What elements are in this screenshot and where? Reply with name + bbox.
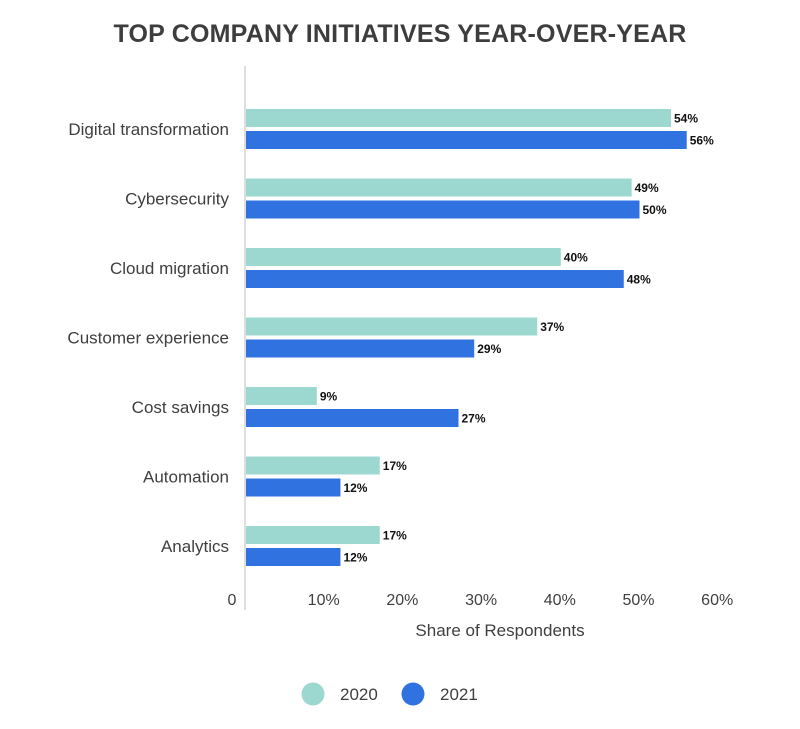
data-label: 56% — [690, 134, 714, 148]
legend-swatch-2020 — [301, 682, 325, 706]
chart-title: TOP COMPANY INITIATIVES YEAR-OVER-YEAR — [113, 20, 687, 48]
data-label: 54% — [674, 112, 698, 126]
data-label: 9% — [320, 390, 338, 404]
data-label: 29% — [477, 342, 501, 356]
bar-2021-4 — [246, 409, 459, 427]
bar-2020-2 — [246, 248, 561, 266]
data-label: 12% — [343, 551, 367, 565]
x-tick-label: 50% — [622, 592, 654, 609]
category-label: Cloud migration — [110, 259, 229, 278]
bar-2020-6 — [246, 526, 380, 544]
category-label: Analytics — [161, 537, 229, 556]
data-label: 17% — [383, 529, 407, 543]
category-label: Cost savings — [132, 398, 229, 417]
category-label: Customer experience — [67, 329, 229, 348]
legend-label: 2021 — [440, 685, 478, 704]
bar-2020-3 — [246, 317, 538, 336]
x-axis-title: Share of Respondents — [415, 621, 584, 640]
x-tick-label: 20% — [386, 592, 418, 609]
category-label: Digital transformation — [68, 120, 229, 139]
bar-2020-5 — [246, 456, 380, 475]
bar-2021-0 — [246, 131, 687, 149]
x-tick-label: 10% — [308, 592, 340, 609]
data-label: 12% — [343, 481, 367, 495]
bar-2021-3 — [246, 339, 475, 358]
data-label: 37% — [540, 320, 564, 334]
data-label: 27% — [461, 412, 485, 426]
bar-2021-2 — [246, 270, 624, 288]
category-label: Automation — [143, 468, 229, 487]
bar-2020-0 — [246, 109, 671, 127]
bar-2021-5 — [246, 478, 341, 497]
legend-label: 2020 — [340, 685, 378, 704]
bar-2020-4 — [246, 387, 317, 405]
bar-2021-1 — [246, 200, 640, 219]
x-tick-label: 30% — [465, 592, 497, 609]
data-label: 50% — [643, 203, 667, 217]
data-label: 17% — [383, 459, 407, 473]
bar-2020-1 — [246, 178, 632, 197]
category-label: Cybersecurity — [125, 190, 229, 209]
data-label: 40% — [564, 251, 588, 265]
data-label: 48% — [627, 273, 651, 287]
x-tick-label: 60% — [701, 592, 733, 609]
x-tick-label: 0 — [228, 592, 237, 609]
bar-2021-6 — [246, 548, 341, 566]
data-label: 49% — [635, 181, 659, 195]
x-tick-label: 40% — [544, 592, 576, 609]
legend-swatch-2021 — [401, 682, 425, 706]
